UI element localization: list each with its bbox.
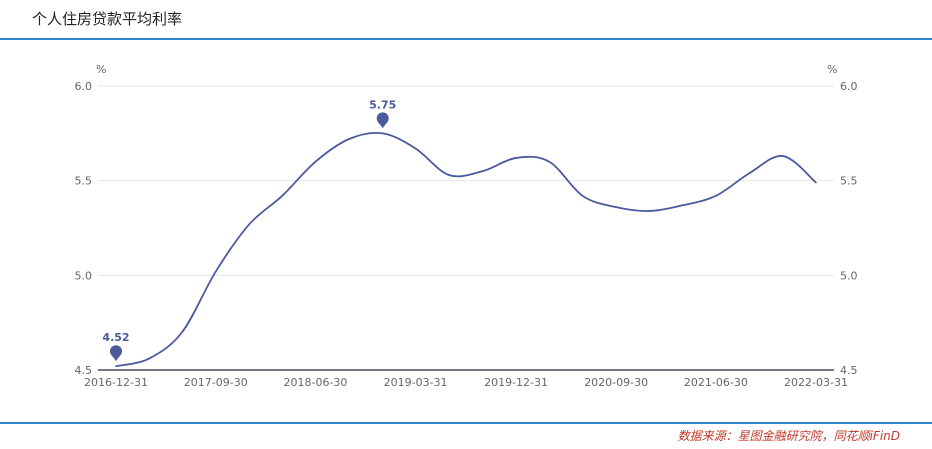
data-point — [448, 174, 450, 176]
data-point — [581, 195, 584, 197]
data-point — [414, 147, 417, 150]
x-tick-label: 2016-12-31 — [84, 376, 148, 389]
y-tick-label-right: 5.0 — [840, 269, 858, 282]
data-point — [648, 210, 651, 212]
annotations: 4.52 5.75 — [102, 98, 396, 362]
y-unit-left: % — [96, 63, 106, 76]
data-point — [615, 206, 617, 208]
data-point — [715, 195, 717, 197]
x-tick-label: 2022-03-31 — [784, 376, 848, 389]
series-line — [115, 131, 817, 368]
series-layer — [115, 131, 817, 368]
data-point — [782, 155, 784, 157]
data-point — [181, 331, 183, 333]
annotation-label: 5.75 — [369, 98, 396, 111]
y-tick-label-left: 4.5 — [75, 364, 93, 377]
data-point — [348, 138, 350, 140]
x-tick-label: 2019-12-31 — [484, 376, 548, 389]
data-point — [148, 357, 150, 360]
y-tick-label-left: 5.5 — [75, 175, 93, 188]
x-axis: 2016-12-31 2017-09-30 2018-06-30 2019-03-31… — [84, 376, 848, 389]
data-point — [115, 365, 117, 368]
annotation-pin — [110, 345, 122, 362]
x-tick-label: 2020-09-30 — [584, 376, 648, 389]
data-point — [281, 195, 284, 197]
data-point — [481, 170, 484, 172]
x-tick-label: 2021-06-30 — [684, 376, 748, 389]
y-tick-label-left: 5.0 — [75, 269, 93, 282]
data-point — [815, 181, 817, 184]
data-point — [214, 270, 217, 273]
y-unit-right: % — [827, 63, 837, 76]
y-tick-label-right: 5.5 — [840, 175, 858, 188]
data-point — [548, 160, 551, 163]
gridlines — [98, 85, 834, 371]
y-tick-label-right: 6.0 — [840, 80, 858, 93]
data-point — [515, 157, 517, 159]
x-tick-label: 2017-09-30 — [184, 376, 248, 389]
data-point — [248, 223, 251, 226]
header-divider — [0, 38, 932, 40]
annotation-label: 4.52 — [102, 331, 129, 344]
y-axis-right: 6.0 5.5 5.0 4.5% — [827, 63, 858, 377]
data-point — [314, 160, 317, 163]
x-tick-label: 2018-06-30 — [284, 376, 348, 389]
data-point — [748, 172, 751, 174]
annotation-pin — [376, 112, 389, 129]
data-point — [681, 204, 684, 207]
page-title: 个人住房贷款平均利率 — [32, 10, 183, 28]
y-tick-label-left: 6.0 — [75, 80, 93, 93]
y-tick-label-right: 4.5 — [840, 364, 858, 377]
y-axis-left: 6.0 5.5 5.0 4.5% — [75, 63, 107, 377]
data-point — [381, 132, 384, 135]
footer-divider — [0, 422, 932, 424]
x-tick-label: 2019-03-31 — [384, 376, 448, 389]
source-note: 数据来源：星图金融研究院，同花顺iFinD — [677, 429, 900, 443]
